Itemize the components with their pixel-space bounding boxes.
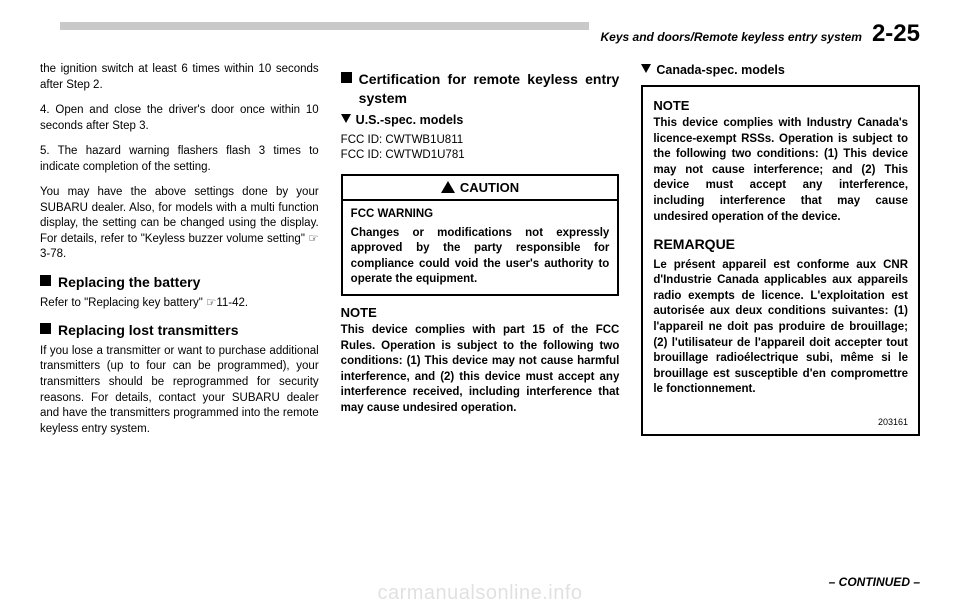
column-2: Certification for remote keyless entry s… [341, 62, 620, 447]
caution-box: CAUTION FCC WARNING Changes or modificat… [341, 174, 620, 296]
subheading-canada-spec: Canada-spec. models [641, 62, 920, 79]
heading-text: Replacing lost transmitters [58, 321, 239, 340]
caution-subhead: FCC WARNING [351, 207, 610, 223]
heading-text: Replacing the battery [58, 273, 200, 292]
body-text: If you lose a transmitter or want to pur… [40, 344, 319, 437]
reference-number: 203161 [653, 416, 908, 428]
square-bullet-icon [341, 72, 352, 83]
caution-label: CAUTION [460, 180, 519, 195]
page-header: Keys and doors/Remote keyless entry syst… [589, 20, 921, 48]
fcc-id: FCC ID: CWTWD1U781 [341, 148, 620, 164]
warning-triangle-icon [441, 181, 455, 193]
heading-replacing-battery: Replacing the battery [40, 273, 319, 292]
remarque-body: Le présent appareil est conforme aux CNR… [653, 258, 908, 398]
caution-header: CAUTION [343, 176, 618, 202]
body-text: 4. Open and close the driver's door once… [40, 103, 319, 134]
section-title: Keys and doors/Remote keyless entry syst… [601, 30, 862, 44]
column-3: Canada-spec. models NOTE This device com… [641, 62, 920, 447]
column-1: the ignition switch at least 6 times wit… [40, 62, 319, 447]
canada-note-box: NOTE This device complies with Industry … [641, 85, 920, 436]
continued-label: – CONTINUED – [829, 575, 920, 589]
body-text: You may have the above settings done by … [40, 185, 319, 263]
subheading-us-spec: U.S.-spec. models [341, 112, 620, 129]
body-text: 5. The hazard warning flashers flash 3 t… [40, 144, 319, 175]
square-bullet-icon [40, 323, 51, 334]
subheading-text: U.S.-spec. models [356, 113, 464, 127]
note-body: This device complies with Industry Canad… [653, 116, 908, 225]
caution-body: FCC WARNING Changes or modifications not… [343, 201, 618, 294]
note-body: This device complies with part 15 of the… [341, 323, 620, 416]
triangle-bullet-icon [341, 114, 351, 123]
watermark: carmanualsonline.info [0, 582, 960, 605]
square-bullet-icon [40, 275, 51, 286]
body-text: the ignition switch at least 6 times wit… [40, 62, 319, 93]
note-heading: NOTE [653, 97, 908, 115]
subheading-text: Canada-spec. models [656, 63, 785, 77]
heading-replacing-transmitters: Replacing lost transmitters [40, 321, 319, 340]
heading-certification: Certification for remote keyless entry s… [341, 70, 620, 108]
triangle-bullet-icon [641, 64, 651, 73]
content-columns: the ignition switch at least 6 times wit… [40, 62, 920, 447]
heading-text: Certification for remote keyless entry s… [359, 70, 620, 108]
fcc-id: FCC ID: CWTWB1U811 [341, 133, 620, 149]
caution-text: Changes or modifications not expressly a… [351, 226, 610, 288]
page-number: 2-25 [872, 20, 920, 48]
note-heading: NOTE [341, 304, 620, 322]
remarque-heading: REMARQUE [653, 235, 908, 254]
body-text: Refer to "Replacing key battery" ☞11-42. [40, 296, 319, 312]
